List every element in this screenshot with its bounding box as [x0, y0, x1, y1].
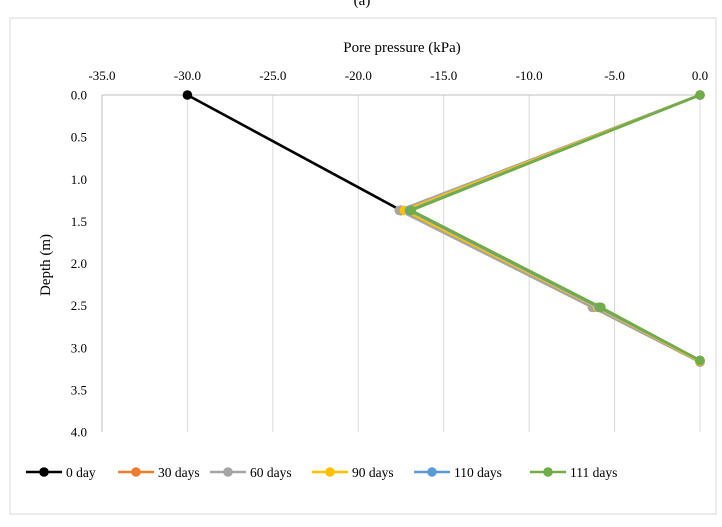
data-point [695, 355, 705, 366]
y-tick-label: 4.0 [71, 425, 87, 440]
legend-marker [427, 467, 437, 477]
x-tick-label: -15.0 [430, 68, 457, 83]
legend-label: 0 day [66, 465, 96, 480]
gridlines [186, 95, 701, 432]
legend-label: 111 days [570, 465, 617, 480]
x-tick-label: 0.0 [692, 68, 708, 83]
legend-label: 90 days [352, 465, 394, 480]
legend-marker [39, 467, 49, 477]
data-point [406, 205, 417, 216]
series-lines [182, 90, 705, 367]
legend-item-0-day: 0 day [26, 465, 96, 480]
series-111-days [406, 90, 705, 366]
legend-label: 60 days [250, 465, 292, 480]
x-tick-label: -35.0 [88, 68, 115, 83]
data-point [182, 90, 193, 100]
y-tick-labels: 0.0 0.5 1.0 1.5 2.0 2.5 3.0 3.5 4.0 [71, 88, 87, 440]
axes [101, 94, 700, 432]
data-point [695, 90, 705, 100]
x-tick-labels: -35.0 -30.0 -25.0 -20.0 -15.0 -10.0 -5.0 0.0 [88, 68, 708, 83]
y-axis-title: Depth (m) [38, 234, 54, 296]
x-tick-label: -10.0 [516, 68, 543, 83]
legend-item-111-days: 111 days [530, 465, 617, 480]
y-tick-label: 0.5 [71, 130, 87, 145]
y-tick-label: 0.0 [71, 88, 87, 103]
x-tick-label: -25.0 [259, 68, 286, 83]
legend-item-60-days: 60 days [210, 465, 292, 480]
legend-marker [543, 467, 553, 477]
y-tick-label: 1.5 [71, 214, 87, 229]
y-tick-label: 2.0 [71, 256, 87, 271]
y-tick-label: 3.0 [71, 340, 87, 355]
legend-item-90-days: 90 days [312, 465, 394, 480]
legend-item-110-days: 110 days [414, 465, 502, 480]
legend-label: 110 days [454, 465, 502, 480]
legend-label: 30 days [158, 465, 200, 480]
x-tick-label: -20.0 [345, 68, 372, 83]
legend-item-30-days: 30 days [118, 465, 200, 480]
series-line-0-day [186, 93, 402, 212]
legend-marker [223, 467, 233, 477]
y-tick-label: 2.5 [71, 298, 87, 313]
legend: 0 day 30 days 60 days 90 days 110 days 111 da… [26, 465, 617, 480]
x-axis-title: Pore pressure (kPa) [343, 40, 460, 56]
y-tick-label: 3.5 [71, 382, 87, 397]
series-line-111-days [409, 93, 701, 362]
legend-marker [325, 467, 335, 477]
x-tick-label: -30.0 [174, 68, 201, 83]
chart-caption: (a) [354, 0, 371, 9]
legend-marker [131, 467, 141, 477]
x-tick-label: -5.0 [604, 68, 625, 83]
y-tick-label: 1.0 [71, 172, 87, 187]
chart-area-border [9, 17, 717, 515]
data-point [596, 302, 606, 313]
